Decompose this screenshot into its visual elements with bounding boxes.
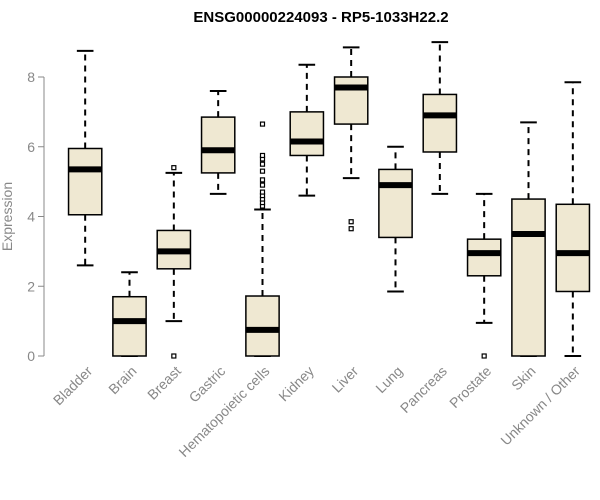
- box-rect-1: [112, 295, 147, 357]
- x-label-5: Kidney: [275, 363, 317, 405]
- x-label-8: Pancreas: [397, 363, 450, 416]
- box-11: [555, 81, 591, 357]
- outlier-4-5: [259, 182, 266, 188]
- box-rect-5: [289, 111, 325, 157]
- outlier-4-11: [259, 121, 266, 127]
- box-10: [511, 121, 546, 357]
- x-label-1: Brain: [105, 363, 139, 397]
- outlier-4-8: [259, 161, 266, 167]
- outlier-6-1: [348, 226, 354, 232]
- box-rect-0: [67, 147, 103, 216]
- outlier-4-6: [259, 177, 266, 183]
- chart-title: ENSG00000224093 - RP5-1033H22.2: [193, 9, 448, 26]
- box-5: [289, 63, 325, 197]
- outlier-2-0: [171, 165, 177, 171]
- x-label-9: Prostate: [446, 363, 494, 411]
- outlier-4-10: [259, 152, 266, 159]
- box-4: [245, 121, 280, 357]
- box-rect-4: [245, 295, 280, 357]
- box-rect-9: [466, 238, 502, 277]
- box-8: [422, 41, 458, 195]
- box-0: [67, 49, 103, 267]
- box-rect-6: [333, 76, 369, 125]
- box-6: [333, 46, 369, 232]
- box-7: [378, 145, 413, 293]
- box-rect-11: [555, 203, 591, 293]
- box-3: [200, 89, 236, 195]
- y-tick-label-3: 6: [27, 139, 35, 155]
- y-tick-label-1: 2: [27, 278, 35, 294]
- box-9: [466, 192, 502, 359]
- y-tick-label-0: 0: [27, 348, 35, 364]
- outlier-2-1: [171, 353, 177, 359]
- outlier-9-0: [481, 353, 487, 359]
- x-label-10: Skin: [508, 363, 539, 394]
- box-2: [156, 165, 192, 359]
- outlier-6-0: [348, 219, 354, 225]
- outlier-4-7: [259, 168, 266, 174]
- x-label-0: Bladder: [50, 363, 96, 409]
- x-label-3: Gastric: [186, 363, 229, 406]
- x-label-6: Liver: [329, 363, 362, 396]
- y-axis: 0 2 4 6 8: [27, 69, 45, 364]
- y-tick-label-4: 8: [27, 69, 35, 85]
- x-label-7: Lung: [372, 363, 405, 396]
- box-rect-3: [200, 116, 236, 174]
- y-axis-label: Expression: [0, 182, 15, 251]
- box-1: [112, 271, 147, 357]
- outlier-4-4: [259, 189, 266, 195]
- box-series: [67, 41, 591, 359]
- y-tick-label-2: 4: [27, 209, 35, 225]
- x-label-2: Breast: [144, 363, 184, 403]
- box-rect-8: [422, 93, 458, 153]
- box-rect-10: [511, 198, 546, 357]
- x-label-11: Unknown / Other: [497, 363, 583, 449]
- box-rect-7: [378, 168, 413, 239]
